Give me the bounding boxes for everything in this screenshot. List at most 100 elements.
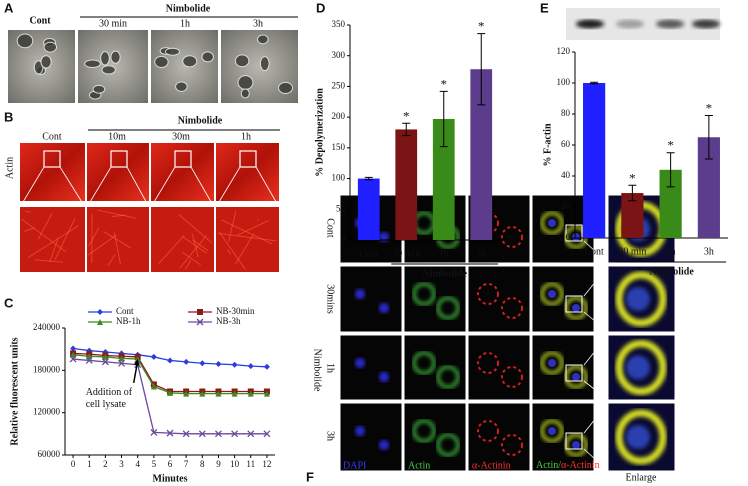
fiber: [113, 232, 121, 265]
zoom-line: [583, 402, 609, 434]
y-tick-label: 120: [557, 46, 571, 56]
significance: *: [478, 19, 485, 34]
micrograph: [467, 334, 531, 401]
legend-label: NB-30min: [216, 306, 255, 316]
significance: *: [441, 76, 448, 91]
fiber: [184, 259, 192, 270]
y-tick-label: 100: [557, 77, 571, 87]
y-tick-label: 120000: [33, 407, 61, 417]
bar: [470, 69, 493, 240]
cell: [436, 433, 460, 457]
fiber: [21, 218, 67, 253]
zoom-box: [565, 364, 583, 382]
bar: [659, 169, 682, 238]
zoom-line: [59, 166, 86, 208]
x-tick-label: 8: [200, 459, 205, 469]
row-label: 1h: [325, 363, 336, 373]
cell: [540, 282, 564, 306]
x-tick-label: Cont: [584, 246, 604, 257]
zoom-box: [43, 150, 61, 168]
cell: [412, 419, 436, 443]
micrograph: [467, 402, 531, 472]
y-tick-label: 300: [332, 50, 346, 60]
y-tick-label: 40: [561, 170, 571, 180]
micrograph: [531, 265, 595, 333]
group-label: Nimbolide: [312, 349, 323, 392]
marker: [198, 430, 206, 438]
micrograph: [87, 207, 149, 272]
column-label: Actin: [408, 460, 430, 471]
header: 30 min: [99, 18, 127, 29]
fiber: [34, 259, 63, 263]
y-tick-label: 0: [341, 234, 346, 244]
nucleus: [379, 303, 389, 313]
legend-label: NB-3h: [216, 316, 241, 326]
fiber: [237, 220, 269, 236]
marker: [118, 355, 125, 362]
cell: [84, 59, 101, 69]
enlarge-nucleus: [626, 287, 650, 311]
panel-letter: C: [4, 295, 14, 310]
nucleus: [379, 372, 389, 382]
fiber: [221, 219, 273, 245]
zoom-box: [174, 150, 192, 168]
marker: [199, 360, 206, 367]
cell: [540, 419, 564, 443]
legend-label: NB-1h: [116, 316, 141, 326]
marker: [247, 390, 254, 397]
marker: [150, 353, 157, 360]
legend-marker: [197, 309, 203, 315]
column-label: Actin/α-Actinin: [536, 460, 600, 471]
micrograph: [20, 143, 85, 201]
fiber: [218, 231, 246, 270]
y-tick-label: 100: [332, 173, 346, 183]
header: 30m: [172, 131, 190, 142]
x-tick-label: 10: [230, 459, 240, 469]
marker: [70, 351, 77, 358]
micrograph: [151, 143, 214, 201]
panel-letter: F: [306, 469, 314, 484]
nucleus: [548, 427, 556, 435]
fiber: [37, 212, 53, 240]
x-tick-label: 3h: [704, 246, 714, 257]
bar: [583, 83, 606, 238]
micrograph: [531, 334, 595, 401]
zoom-line: [126, 166, 150, 208]
y-tick-label: 350: [332, 19, 346, 29]
micrograph: [339, 265, 403, 333]
cell: [16, 33, 34, 49]
marker: [231, 430, 239, 438]
cell: [234, 54, 250, 68]
row-label: 3h: [325, 431, 336, 441]
nucleus: [355, 289, 365, 299]
cell: [257, 34, 269, 45]
bar: [697, 137, 720, 238]
error-bar: [704, 115, 713, 160]
x-tick-label: 30 min: [618, 246, 646, 257]
legend-label: Cont: [116, 306, 134, 316]
x-tick-label: 5: [152, 459, 157, 469]
significance: *: [629, 170, 636, 185]
micrograph: [20, 207, 85, 272]
x-tick-label: 3h: [476, 248, 486, 259]
marker: [101, 358, 109, 366]
marker: [231, 361, 238, 368]
marker: [183, 390, 190, 397]
fiber: [158, 234, 185, 265]
enlarge-cell: [615, 271, 667, 327]
marker: [86, 353, 93, 360]
error-bar: [402, 122, 411, 137]
fiber: [227, 249, 232, 255]
x-tick-label: 1h: [666, 246, 676, 257]
x-tick-label: 6: [168, 459, 173, 469]
fiber: [192, 239, 209, 252]
fiber: [54, 218, 76, 261]
fiber: [218, 232, 277, 242]
header: 10m: [108, 131, 126, 142]
bar: [357, 178, 380, 240]
fiber: [103, 231, 132, 249]
header: Nimbolide: [178, 115, 223, 126]
zoom-line: [150, 166, 176, 208]
legend-marker: [196, 318, 204, 326]
fiber: [234, 233, 255, 265]
